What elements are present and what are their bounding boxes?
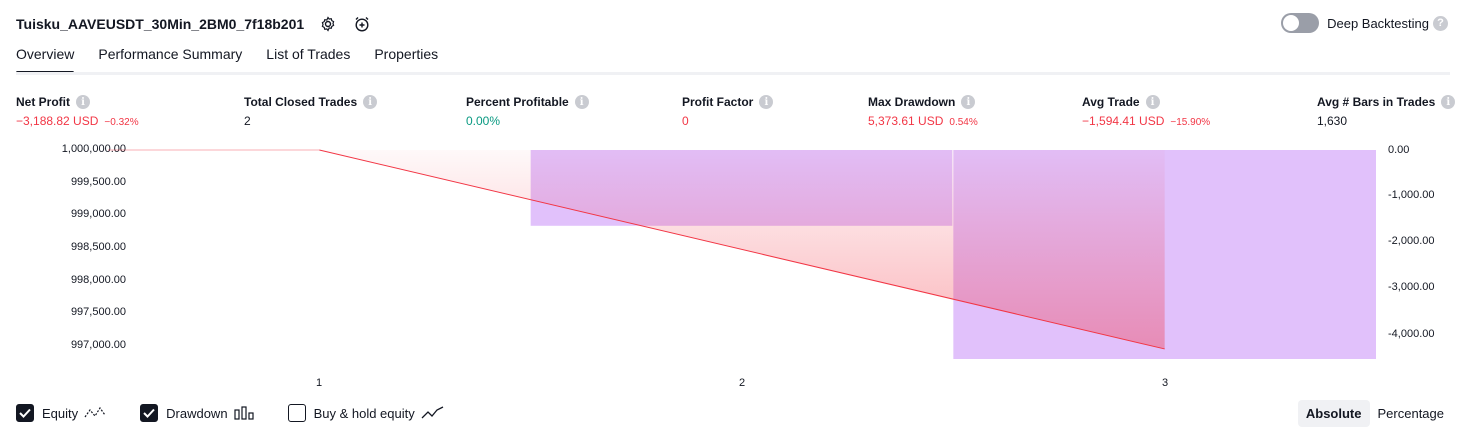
- percentage-button[interactable]: Percentage: [1377, 406, 1445, 421]
- legend-equity[interactable]: Equity: [16, 404, 108, 422]
- metric-label: Net Profit: [16, 95, 70, 109]
- y-left-tick: 999,000.00: [70, 208, 126, 220]
- metric-label: Avg Trade: [1082, 95, 1140, 109]
- info-icon[interactable]: i: [961, 95, 976, 109]
- metric-label: Avg # Bars in Trades: [1317, 95, 1436, 109]
- y-left-tick: 997,500.00: [70, 306, 126, 318]
- legend-buy-hold[interactable]: Buy & hold equity: [287, 404, 445, 422]
- y-left-tick: 1,000,000.00: [61, 143, 126, 155]
- help-icon[interactable]: ?: [1433, 15, 1448, 31]
- x-tick: 1: [315, 377, 323, 389]
- metric-profit-factor: Profit Factor i 0: [682, 94, 774, 128]
- metric-label: Total Closed Trades: [244, 95, 358, 109]
- y-right-tick: -2,000.00: [1388, 235, 1435, 247]
- equity-drawdown-chart: [108, 149, 1376, 359]
- strategy-header: Tuisku_AAVEUSDT_30Min_2BM0_7f18b201: [16, 12, 372, 36]
- tab-properties[interactable]: Properties: [374, 46, 439, 62]
- metric-percent-profitable: Percent Profitable i 0.00%: [466, 94, 589, 128]
- legend-equity-label: Equity: [42, 405, 79, 421]
- buy-hold-line-icon: [421, 406, 445, 420]
- info-icon[interactable]: i: [1441, 95, 1456, 109]
- absolute-button[interactable]: Absolute: [1297, 400, 1370, 427]
- metric-value: 2: [244, 114, 251, 128]
- info-icon[interactable]: i: [76, 95, 90, 109]
- info-icon[interactable]: i: [363, 95, 378, 109]
- metric-percent: −15.90%: [1170, 117, 1211, 128]
- metric-label: Max Drawdown: [868, 95, 956, 109]
- metric-value: 0.00%: [466, 114, 501, 128]
- metric-percent: −0.32%: [104, 117, 139, 128]
- x-tick: 3: [1161, 377, 1169, 389]
- metric-label: Percent Profitable: [466, 95, 569, 109]
- y-left-tick: 998,500.00: [70, 241, 126, 253]
- info-icon[interactable]: i: [574, 95, 589, 109]
- metric-net-profit: Net Profit i −3,188.82 USD −0.32%: [16, 94, 139, 128]
- tab-list-of-trades[interactable]: List of Trades: [266, 46, 351, 62]
- drawdown-bars-icon: [233, 406, 256, 420]
- deep-backtesting-label: Deep Backtesting: [1327, 15, 1429, 31]
- y-left-tick: 997,000.00: [70, 339, 126, 351]
- metric-avg-bars-in-trades: Avg # Bars in Trades i 1,630: [1317, 94, 1456, 128]
- x-tick: 2: [738, 377, 746, 389]
- deep-backtesting-toggle[interactable]: [1281, 13, 1320, 33]
- metric-percent: 0.54%: [949, 117, 978, 128]
- legend-buy-hold-label: Buy & hold equity: [313, 405, 415, 421]
- metric-value: 5,373.61 USD: [868, 114, 944, 128]
- drawdown-checkbox[interactable]: [140, 404, 159, 422]
- y-left-tick: 998,000.00: [70, 274, 126, 286]
- tab-bar: Overview Performance Summary List of Tra…: [16, 46, 462, 74]
- add-alert-icon[interactable]: [352, 14, 372, 34]
- tab-performance-summary[interactable]: Performance Summary: [98, 46, 243, 62]
- buy-hold-checkbox[interactable]: [287, 404, 306, 422]
- metric-max-drawdown: Max Drawdown i 5,373.61 USD 0.54%: [868, 94, 978, 128]
- value-mode-switch: Absolute Percentage: [1297, 400, 1452, 427]
- legend-drawdown-label: Drawdown: [166, 405, 228, 421]
- equity-checkbox[interactable]: [16, 404, 34, 422]
- y-right-tick: -1,000.00: [1388, 189, 1435, 201]
- strategy-title: Tuisku_AAVEUSDT_30Min_2BM0_7f18b201: [16, 16, 305, 32]
- metric-value: 1,630: [1317, 114, 1348, 128]
- info-icon[interactable]: i: [759, 95, 774, 109]
- metric-value: 0: [682, 114, 689, 128]
- metric-avg-trade: Avg Trade i −1,594.41 USD −15.90%: [1082, 94, 1210, 128]
- settings-icon[interactable]: [318, 14, 338, 34]
- y-right-tick: -3,000.00: [1388, 281, 1435, 293]
- metric-value: −1,594.41 USD: [1082, 114, 1165, 128]
- chart-legend: Equity Drawdown Buy & hold equity: [16, 404, 477, 422]
- y-right-tick: 0.00: [1388, 144, 1410, 156]
- equity-line: [319, 149, 1165, 350]
- info-icon[interactable]: i: [1145, 95, 1160, 109]
- tabs-divider: [16, 72, 1450, 75]
- metric-value: −3,188.82 USD: [16, 114, 99, 128]
- metric-total-closed-trades: Total Closed Trades i 2: [244, 94, 378, 128]
- y-left-tick: 999,500.00: [70, 176, 126, 188]
- equity-line-icon: [84, 406, 108, 420]
- legend-drawdown[interactable]: Drawdown: [140, 404, 255, 422]
- metric-label: Profit Factor: [682, 95, 754, 109]
- tab-overview[interactable]: Overview: [16, 46, 75, 74]
- y-right-tick: -4,000.00: [1388, 328, 1435, 340]
- deep-backtesting: Deep Backtesting ?: [1281, 13, 1448, 33]
